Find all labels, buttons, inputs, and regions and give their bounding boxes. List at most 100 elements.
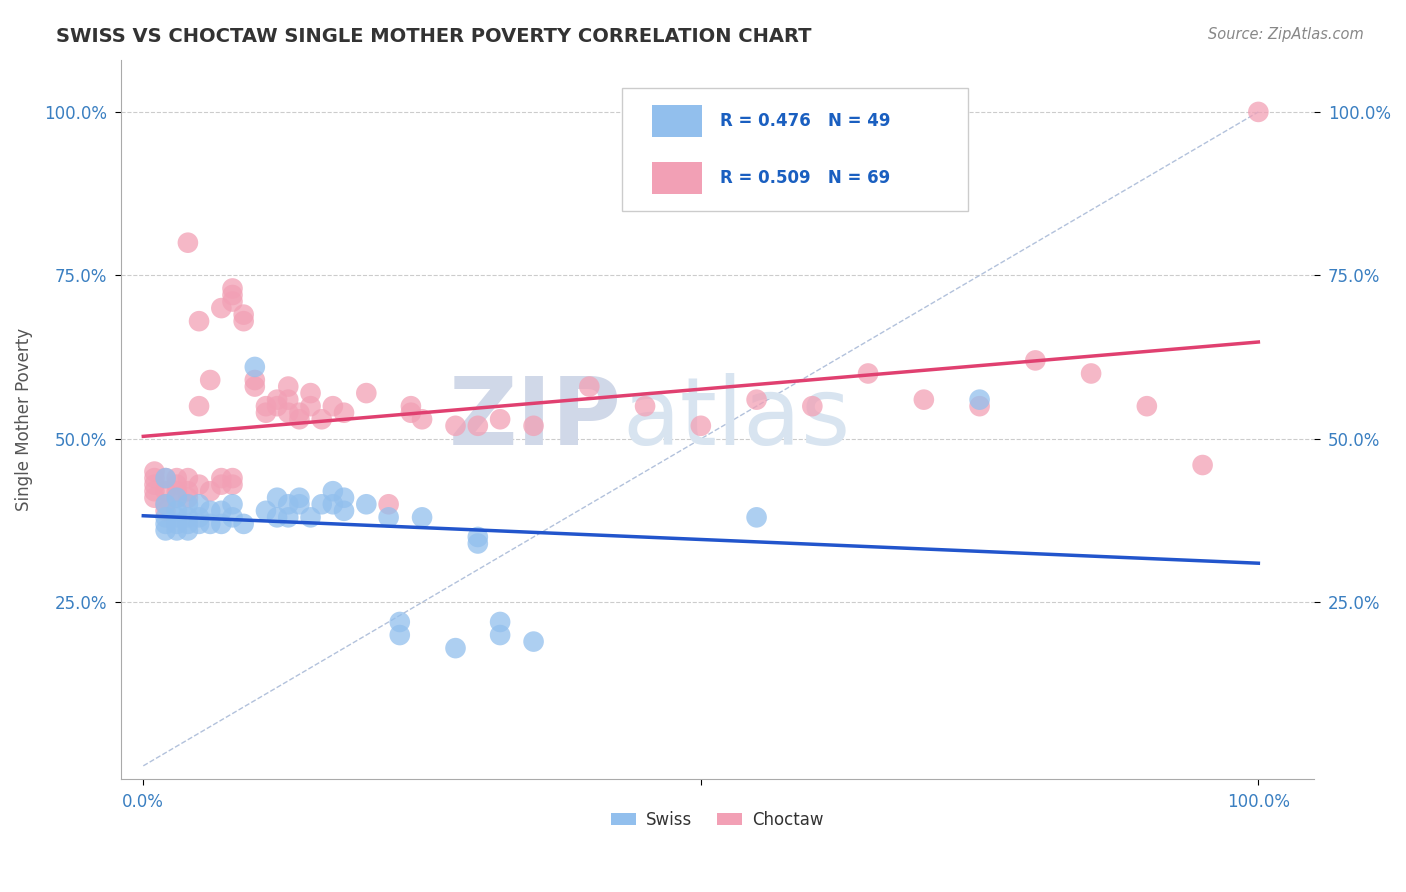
Point (254, 406, 277, 420)
Point (166, 510, 188, 524)
Point (166, 524, 188, 538)
Point (243, 359, 266, 374)
Point (200, 516, 222, 531)
Point (444, 641, 467, 656)
Point (377, 510, 399, 524)
Point (177, 491, 200, 505)
Text: R = 0.476   N = 49: R = 0.476 N = 49 (720, 112, 890, 129)
Point (209, 504, 232, 518)
Text: ZIP: ZIP (450, 373, 621, 466)
Point (801, 399, 824, 413)
Point (266, 392, 288, 407)
Point (166, 491, 188, 505)
Point (969, 399, 991, 413)
Legend: Swiss, Choctaw: Swiss, Choctaw (605, 804, 831, 835)
Point (177, 235, 200, 250)
Point (333, 504, 356, 518)
Point (143, 471, 166, 485)
Point (522, 418, 544, 433)
Point (356, 497, 378, 511)
Point (266, 510, 288, 524)
Point (311, 412, 333, 426)
Point (221, 288, 243, 302)
Point (209, 471, 232, 485)
Point (322, 497, 344, 511)
Point (288, 497, 311, 511)
Point (254, 399, 277, 413)
Point (143, 484, 166, 499)
Point (221, 281, 243, 295)
Point (155, 510, 177, 524)
Point (188, 510, 211, 524)
Point (288, 406, 311, 420)
Point (166, 471, 188, 485)
Point (221, 477, 243, 491)
Point (200, 484, 222, 499)
Point (522, 634, 544, 648)
Point (856, 367, 879, 381)
Point (188, 516, 211, 531)
Point (444, 418, 467, 433)
Point (689, 418, 711, 433)
Point (388, 615, 411, 629)
Point (155, 516, 177, 531)
Bar (652, 162, 702, 194)
Point (177, 484, 200, 499)
Text: Source: ZipAtlas.com: Source: ZipAtlas.com (1208, 27, 1364, 42)
Point (489, 412, 512, 426)
Point (243, 379, 266, 393)
Point (322, 484, 344, 499)
Point (177, 497, 200, 511)
Point (155, 524, 177, 538)
Point (299, 510, 322, 524)
Point (155, 504, 177, 518)
Point (333, 491, 356, 505)
Point (299, 386, 322, 401)
Point (299, 399, 322, 413)
Bar (652, 104, 702, 137)
Point (969, 392, 991, 407)
Point (155, 471, 177, 485)
Point (232, 516, 254, 531)
Point (277, 497, 299, 511)
Point (1247, 104, 1270, 119)
Point (333, 406, 356, 420)
Text: atlas: atlas (621, 373, 851, 466)
Point (745, 392, 768, 407)
Point (311, 497, 333, 511)
Point (177, 524, 200, 538)
Point (143, 491, 166, 505)
Point (166, 484, 188, 499)
Point (634, 399, 657, 413)
Point (1136, 399, 1159, 413)
Point (1080, 367, 1102, 381)
Point (155, 471, 177, 485)
Point (266, 399, 288, 413)
Point (188, 497, 211, 511)
Point (266, 491, 288, 505)
Point (322, 399, 344, 413)
Point (166, 477, 188, 491)
Point (143, 477, 166, 491)
Point (200, 504, 222, 518)
Point (209, 477, 232, 491)
Text: R = 0.509   N = 69: R = 0.509 N = 69 (720, 169, 890, 187)
Point (489, 615, 512, 629)
Point (356, 386, 378, 401)
Point (411, 510, 433, 524)
Point (221, 510, 243, 524)
Point (912, 392, 935, 407)
Point (177, 516, 200, 531)
Point (288, 412, 311, 426)
Point (209, 516, 232, 531)
Point (155, 484, 177, 499)
Point (166, 504, 188, 518)
Y-axis label: Single Mother Poverty: Single Mother Poverty (15, 327, 32, 511)
Point (188, 314, 211, 328)
Point (467, 536, 489, 550)
Point (232, 314, 254, 328)
Point (467, 418, 489, 433)
Point (288, 491, 311, 505)
Point (221, 471, 243, 485)
Point (221, 294, 243, 309)
